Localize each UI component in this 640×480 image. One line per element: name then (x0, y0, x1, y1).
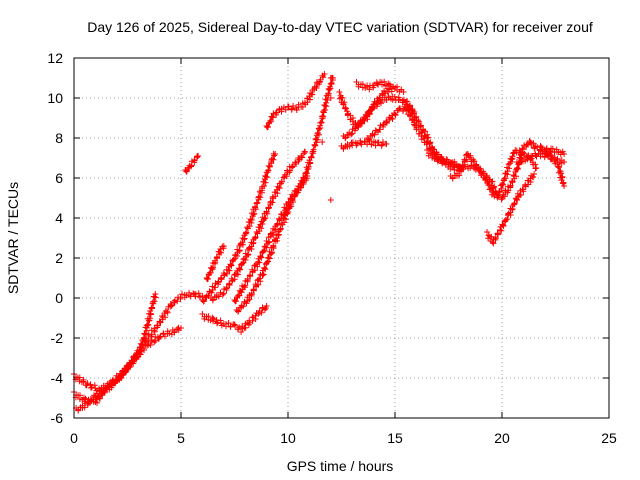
y-tick-label: 2 (55, 250, 63, 266)
data-track (263, 71, 328, 131)
y-tick-label: -2 (51, 330, 64, 346)
x-tick-label: 25 (601, 430, 617, 446)
data-point (327, 197, 334, 203)
y-tick-label: 4 (55, 210, 63, 226)
data-point (319, 139, 326, 145)
data-track (73, 324, 184, 414)
y-tick-label: 8 (55, 130, 63, 146)
data-track (203, 243, 227, 283)
x-axis-label: GPS time / hours (287, 458, 394, 474)
data-track (537, 143, 568, 189)
data-track (199, 150, 279, 305)
plot-frame (73, 57, 610, 419)
y-tick-label: 10 (47, 90, 63, 106)
data-track (233, 74, 336, 315)
x-tick-label: 10 (280, 430, 296, 446)
x-tick-label: 20 (494, 430, 510, 446)
x-tick-label: 15 (387, 430, 403, 446)
y-tick-label: 12 (47, 50, 63, 66)
data-track (484, 171, 538, 247)
data-track (182, 153, 202, 175)
x-tick-labels: 0 5 10 15 20 25 (70, 430, 617, 446)
data-track (353, 78, 394, 93)
y-tick-label: 6 (55, 170, 63, 186)
chart-title: Day 126 of 2025, Sidereal Day-to-day VTE… (87, 19, 593, 35)
y-tick-label: -4 (51, 370, 64, 386)
x-tick-label: 5 (177, 430, 185, 446)
y-tick-label: 0 (55, 290, 63, 306)
data-track (208, 148, 309, 304)
y-tick-label: -6 (51, 410, 64, 426)
data-track (199, 303, 270, 335)
data-points (71, 71, 568, 414)
grid-lines (74, 58, 609, 418)
y-tick-labels: -6 -4 -2 0 2 4 6 8 10 12 (47, 50, 63, 426)
data-track (338, 137, 390, 152)
y-axis-label: SDTVAR / TECUs (5, 182, 21, 294)
data-point (327, 75, 334, 81)
data-point (327, 95, 334, 101)
x-tick-label: 0 (70, 430, 78, 446)
